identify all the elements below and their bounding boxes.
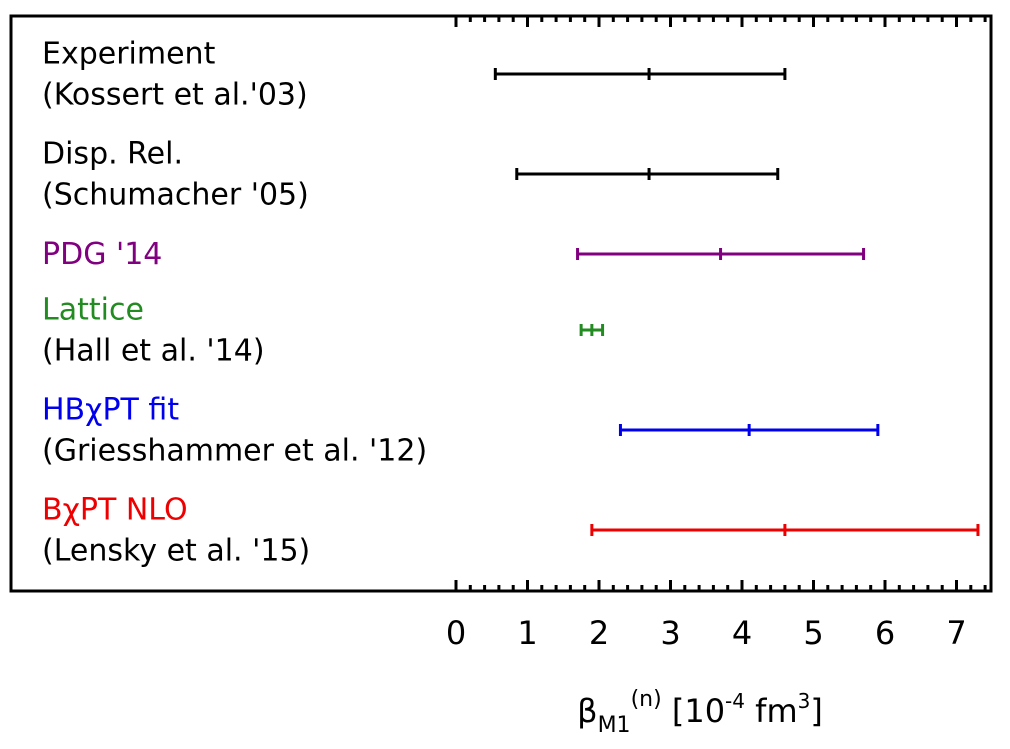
x-axis-label-superscript: (n) [631, 687, 662, 712]
x-tick-label: 0 [446, 614, 466, 652]
plot-frame [9, 14, 993, 593]
x-axis-label-units-prefix: [10 [662, 692, 725, 730]
error-bar [579, 324, 605, 336]
x-tick-labels: 0 1 2 3 4 5 6 7 [446, 614, 967, 652]
row-label-line: PDG '14 [42, 237, 162, 272]
row-label-line: BχPT NLO [42, 493, 188, 528]
error-bar [576, 248, 866, 260]
x-axis-label-symbol: β [577, 692, 597, 730]
x-tick-label: 2 [589, 614, 609, 652]
x-axis-label-units-exp: -4 [725, 689, 745, 713]
row-label-line: (Schumacher '05) [42, 178, 309, 213]
axis-ticks [454, 16, 987, 591]
row-label-line: Disp. Rel. [42, 137, 183, 172]
x-axis-label-subscript: M1 [598, 713, 631, 738]
x-tick-label: 7 [946, 614, 966, 652]
x-axis-label-units-mid: fm [745, 692, 798, 730]
x-tick-label: 1 [517, 614, 537, 652]
row-label-line: (Hall et al. '14) [42, 334, 265, 369]
x-tick-label: 5 [803, 614, 823, 652]
error-bar [618, 424, 880, 436]
row-label-line: Lattice [42, 293, 144, 328]
row-labels: Experiment (Kossert et al.'03) Disp. Rel. (… [42, 37, 427, 569]
row-label-line: HBχPT fit [42, 393, 179, 428]
x-tick-label: 6 [875, 614, 895, 652]
row-label-line: (Kossert et al.'03) [42, 78, 308, 113]
error-bars [493, 68, 980, 536]
row-label-line: Experiment [42, 37, 216, 72]
row-label-line: (Griesshammer et al. '12) [42, 434, 427, 469]
error-bar [590, 524, 980, 536]
row-label-line: (Lensky et al. '15) [42, 534, 310, 569]
x-axis-label: βM1(n) [10-4 fm3] [577, 687, 823, 738]
error-bar [515, 168, 780, 180]
error-bar [493, 68, 787, 80]
x-tick-label: 3 [660, 614, 680, 652]
x-tick-label: 4 [732, 614, 752, 652]
x-axis-label-units-suffix: ] [810, 692, 822, 730]
x-axis-label-units-exp2: 3 [798, 689, 811, 713]
